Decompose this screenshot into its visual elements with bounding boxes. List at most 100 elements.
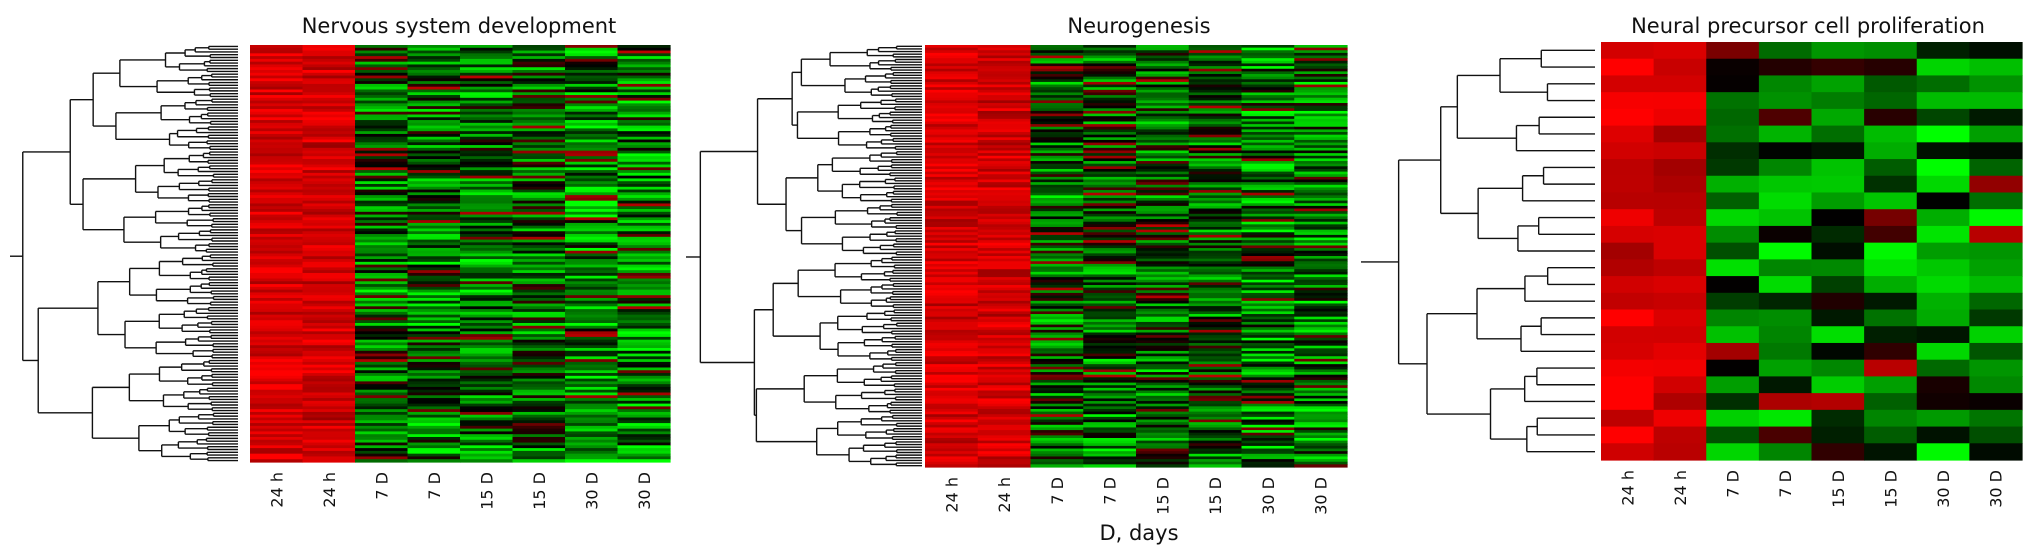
heatmap-cell	[1136, 411, 1190, 415]
heatmap-cell	[250, 400, 304, 405]
heatmap-cell	[1294, 229, 1348, 233]
heatmap-cell	[1241, 248, 1295, 252]
heatmap-cell	[565, 53, 619, 57]
heatmap-cell	[1969, 393, 2023, 411]
heatmap-cell	[1241, 253, 1295, 257]
heatmap-cell	[1083, 158, 1137, 162]
heatmap-cell	[925, 240, 979, 244]
heatmap-cell	[1136, 448, 1190, 452]
heatmap-cell	[1241, 97, 1295, 101]
heatmap-cell	[565, 328, 619, 332]
heatmap-cell	[1136, 285, 1190, 289]
heatmap-cell	[977, 321, 1032, 326]
heatmap-cell	[1030, 200, 1084, 204]
heatmap-cell	[250, 356, 304, 360]
heatmap-cell	[512, 264, 566, 268]
heatmap-cell	[977, 74, 1032, 78]
heatmap-cell	[1083, 216, 1137, 220]
heatmap-cell	[407, 64, 461, 68]
heatmap-cell	[407, 272, 461, 277]
heatmap-cell	[460, 261, 514, 266]
heatmap-cell	[460, 172, 514, 177]
heatmap-cell	[1294, 403, 1348, 407]
heatmap-cell	[1030, 132, 1084, 136]
heatmap-cell	[1294, 213, 1348, 218]
heatmap-cell	[925, 118, 979, 123]
heatmap-cell	[1083, 256, 1137, 260]
heatmap-cell	[925, 408, 979, 413]
heatmap-cell	[302, 56, 356, 60]
heatmap-cell	[1188, 256, 1243, 260]
heatmap-cell	[1030, 256, 1084, 260]
heatmap-cell	[250, 381, 304, 385]
heatmap-cell	[617, 245, 671, 249]
heatmap-cell	[977, 314, 1032, 318]
heatmap-cell	[925, 187, 979, 191]
heatmap-cell	[355, 417, 409, 421]
heatmap-cell	[617, 281, 671, 285]
heatmap-cell	[977, 306, 1032, 310]
heatmap-cell	[355, 434, 409, 438]
heatmap-cell	[302, 295, 356, 299]
heatmap-cell	[355, 231, 409, 235]
heatmap-cell	[1241, 414, 1295, 418]
heatmap-cell	[925, 221, 979, 225]
heatmap-cell	[460, 259, 514, 263]
heatmap-cell	[1188, 453, 1243, 458]
heatmap-cell	[1241, 113, 1295, 117]
heatmap-cell	[565, 286, 619, 291]
heatmap-cell	[302, 359, 356, 363]
heatmap-cell	[1294, 87, 1348, 91]
heatmap-cell	[1188, 137, 1243, 141]
heatmap-cell	[617, 64, 671, 68]
heatmap-cell	[1706, 326, 1760, 344]
heatmap-cell	[925, 116, 979, 120]
heatmap-cell	[302, 83, 356, 88]
heatmap-cell	[355, 56, 409, 60]
heatmap-cell	[925, 285, 979, 289]
heatmap-cell	[512, 261, 566, 266]
heatmap-cell	[1030, 216, 1084, 220]
panel-neural-precursor-cell-proliferation: Neural precursor cell proliferation 24 h…	[1361, 14, 2023, 508]
heatmap-cell	[1030, 50, 1084, 54]
heatmap-cell	[977, 408, 1032, 413]
heatmap-cell	[512, 411, 566, 416]
heatmap-cell	[925, 327, 979, 331]
heatmap-cell	[1864, 309, 1918, 327]
heatmap-cell	[1083, 364, 1137, 368]
heatmap-cell	[512, 167, 566, 171]
heatmap-cell	[1653, 342, 1707, 361]
heatmap-cell	[1294, 45, 1348, 49]
heatmap-cell	[407, 367, 461, 371]
heatmap-cell	[355, 45, 409, 49]
heatmap-cell	[1188, 435, 1243, 439]
heatmap-cell	[1188, 211, 1243, 215]
heatmap-cell	[1136, 432, 1190, 436]
heatmap-cell	[250, 386, 304, 391]
heatmap-cell	[1969, 92, 2023, 110]
heatmap-cell	[977, 81, 1032, 86]
heatmap-cell	[512, 392, 566, 396]
heatmap-cell	[1030, 464, 1084, 468]
heatmap-cell	[1030, 76, 1084, 80]
heatmap-cell	[407, 364, 461, 369]
heatmap-cell	[565, 267, 619, 271]
heatmap-cell	[1188, 303, 1243, 307]
heatmap-cell	[925, 171, 979, 175]
heatmap-cell	[407, 275, 461, 280]
heatmap-cell	[1030, 242, 1084, 247]
heatmap-cell	[407, 81, 461, 85]
heatmap-cell	[617, 181, 671, 185]
heatmap-cell	[512, 434, 566, 438]
heatmap-cell	[1601, 175, 1655, 194]
heatmap-cell	[1083, 142, 1137, 146]
heatmap-cell	[1136, 232, 1190, 236]
heatmap-cell	[1030, 79, 1084, 83]
heatmap-cell	[302, 81, 356, 85]
heatmap-cell	[355, 100, 409, 104]
heatmap-cell	[1083, 300, 1137, 305]
heatmap-cell	[1758, 58, 1813, 77]
heatmap-cell	[407, 342, 461, 346]
heatmap-cell	[1136, 45, 1190, 49]
